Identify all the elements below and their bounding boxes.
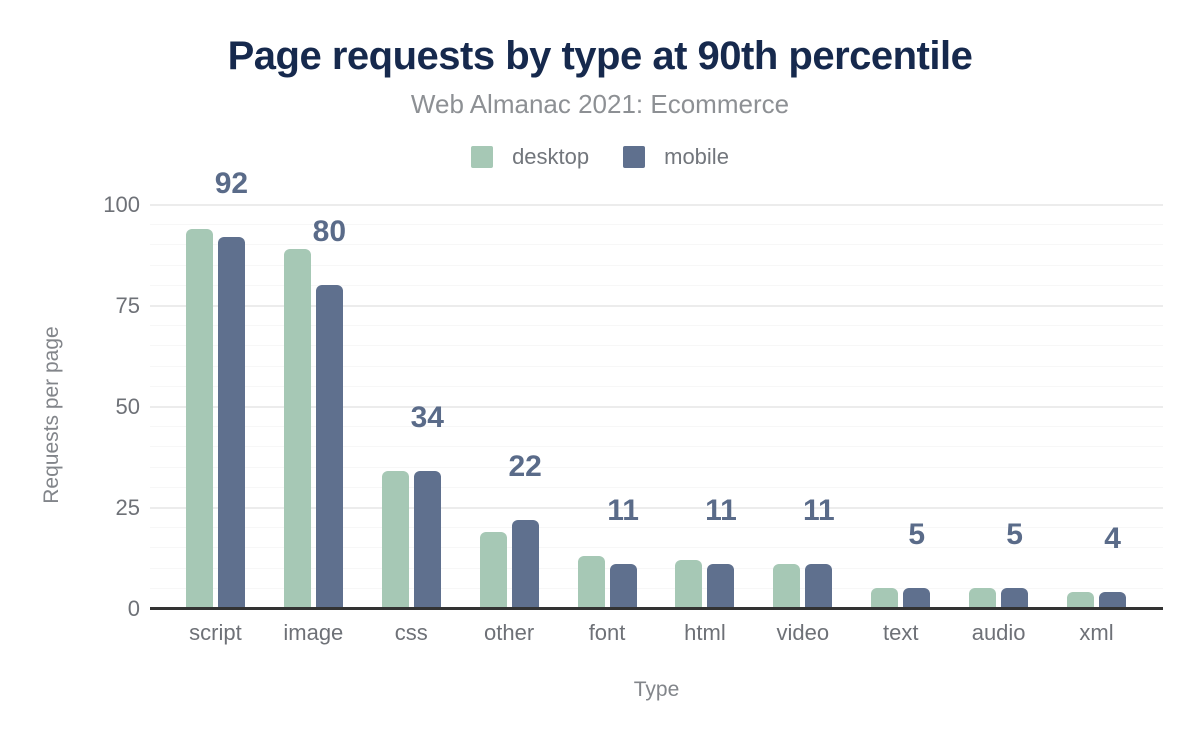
y-tick-label: 75 [115,292,140,318]
bar-value-label: 11 [705,494,737,528]
bar-desktop-script[interactable] [185,228,213,609]
chart-title: Page requests by type at 90th percentile [227,34,973,78]
x-tick-label-font: font [588,620,626,645]
chart-subtitle: Web Almanac 2021: Ecommerce [410,89,790,119]
minor-gridline [150,567,1163,569]
bar-mobile-text[interactable] [903,588,931,609]
bar-desktop-html[interactable] [675,560,703,609]
legend-label-mobile: mobile [664,144,729,169]
bar-desktop-xml[interactable] [1067,592,1095,609]
bar-value-label: 92 [214,166,249,200]
minor-gridline [150,345,1163,347]
bar-value-label: 34 [410,401,444,435]
bar-mobile-xml[interactable] [1099,592,1127,609]
x-tick-label-css: css [394,620,428,645]
major-gridline [150,304,1163,307]
bar-mobile-html[interactable] [707,564,735,609]
major-gridline [150,203,1163,206]
bar-desktop-other[interactable] [479,531,507,609]
bar-mobile-video[interactable] [805,564,833,609]
minor-gridline [150,325,1163,327]
bar-mobile-css[interactable] [413,471,441,609]
x-axis-line [150,607,1163,610]
y-tick-label: 100 [103,191,140,217]
legend-swatch-desktop-icon [471,146,494,168]
minor-gridline [150,466,1163,468]
bar-desktop-font[interactable] [577,555,605,609]
bar-mobile-audio[interactable] [1001,588,1029,609]
y-tick-label: 25 [115,494,140,520]
y-tick-label: 50 [115,393,140,419]
bar-value-label: 4 [1104,522,1121,556]
minor-gridline [150,527,1163,529]
bar-mobile-script[interactable] [217,236,245,609]
minor-gridline [150,244,1163,246]
y-axis-title: Requests per page [40,326,63,504]
x-tick-label-image: image [283,620,344,645]
bar-value-label: 5 [908,518,926,552]
minor-gridline [150,365,1163,367]
minor-gridline [150,385,1163,387]
bar-desktop-text[interactable] [871,588,899,609]
legend-swatch-mobile-icon [623,146,646,168]
x-tick-label-audio: audio [971,620,1026,645]
minor-gridline [150,446,1163,448]
x-tick-label-xml: xml [1079,620,1114,645]
bar-value-label: 80 [312,215,347,249]
minor-gridline [150,486,1163,488]
x-axis-title: Type [633,678,680,701]
y-tick-label: 0 [127,595,140,621]
legend-item-mobile: mobile [623,144,729,170]
bar-value-label: 11 [607,494,639,528]
legend: desktop mobile [0,144,1200,170]
bar-mobile-font[interactable] [609,564,637,609]
minor-gridline [150,426,1163,428]
legend-label-desktop: desktop [512,144,590,169]
legend-item-desktop: desktop [471,144,589,170]
bar-value-label: 5 [1006,518,1023,552]
bar-mobile-other[interactable] [511,519,539,609]
minor-gridline [150,284,1163,286]
bar-value-label: 22 [508,449,542,483]
major-gridline [150,506,1163,509]
x-tick-label-html: html [684,620,726,645]
minor-gridline [150,264,1163,266]
bar-value-label: 11 [802,494,835,528]
major-gridline [150,405,1163,408]
bar-desktop-css[interactable] [381,471,409,609]
bar-desktop-image[interactable] [283,248,311,609]
minor-gridline [150,224,1163,226]
bar-desktop-video[interactable] [773,564,801,609]
x-tick-label-script: script [189,620,242,645]
minor-gridline [150,547,1163,549]
x-tick-label-other: other [484,620,535,645]
bar-desktop-audio[interactable] [969,588,997,609]
x-tick-label-text: text [883,620,919,645]
x-tick-label-video: video [776,620,830,645]
bar-mobile-image[interactable] [315,285,343,609]
minor-gridline [150,587,1163,589]
